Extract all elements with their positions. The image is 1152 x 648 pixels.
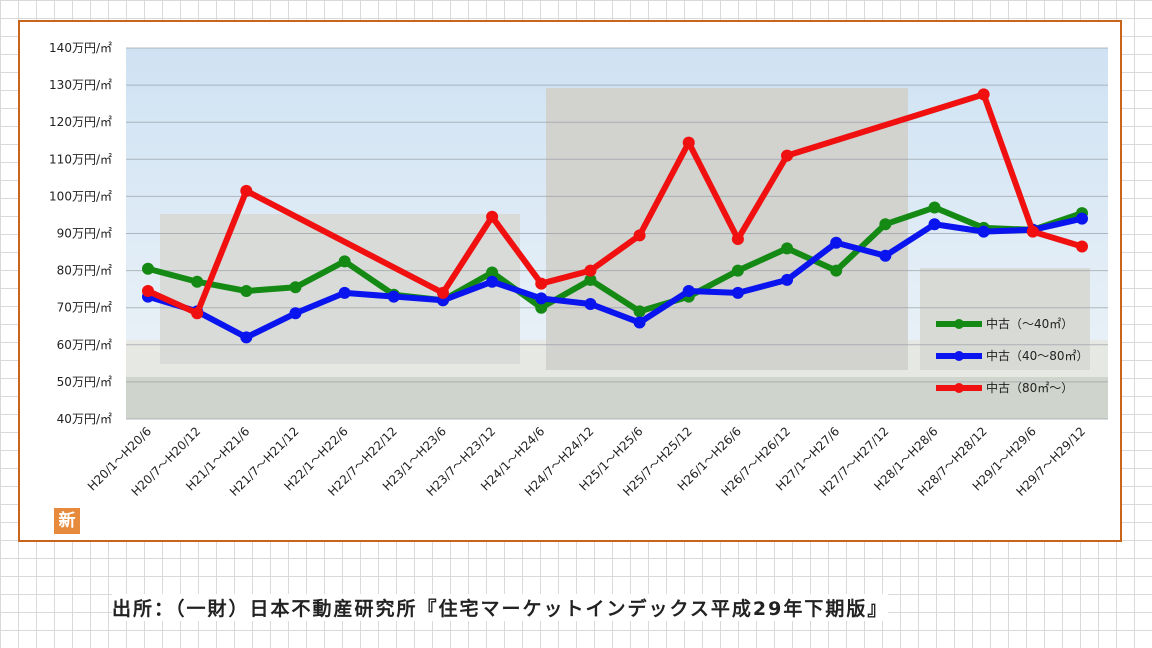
legend-label: 中古（80㎡～）: [986, 380, 1073, 395]
data-point: [731, 286, 744, 299]
data-point: [1026, 225, 1039, 238]
y-tick-label: 130万円/㎡: [49, 78, 112, 92]
data-point: [535, 292, 548, 305]
series-line-1: [147, 204, 1083, 315]
data-point: [830, 236, 843, 249]
data-point: [781, 149, 794, 162]
source-note: 出所：（一財）日本不動産研究所『住宅マーケットインデックス平成29年下期版』: [112, 594, 889, 621]
data-point: [535, 301, 548, 314]
data-point: [682, 285, 695, 298]
data-point: [338, 255, 351, 268]
data-point: [486, 210, 499, 223]
data-point: [633, 229, 646, 242]
y-tick-label: 110万円/㎡: [49, 152, 112, 166]
y-tick-label: 90万円/㎡: [57, 227, 112, 241]
y-tick-label: 140万円/㎡: [49, 41, 112, 55]
shin-badge: 新: [54, 508, 80, 534]
y-tick-label: 70万円/㎡: [57, 301, 112, 315]
data-point: [977, 88, 990, 101]
data-point: [142, 262, 154, 275]
legend-swatch-marker: [954, 383, 964, 393]
data-point: [191, 275, 204, 288]
data-point: [535, 277, 548, 290]
data-point: [584, 297, 597, 310]
y-tick-label: 120万円/㎡: [49, 115, 112, 129]
data-point: [584, 273, 597, 286]
data-point: [928, 201, 941, 214]
legend-label: 中古（40～80㎡）: [986, 348, 1089, 363]
y-tick-label: 40万円/㎡: [57, 412, 112, 426]
y-tick-label: 50万円/㎡: [57, 375, 112, 389]
data-point: [142, 285, 154, 298]
data-point: [731, 233, 744, 246]
y-tick-label: 100万円/㎡: [49, 189, 112, 203]
data-point: [486, 266, 499, 279]
data-point: [633, 316, 646, 329]
line-chart: 140万円/㎡ 130万円/㎡ 120万円/㎡ 110万円/㎡ 100万円/㎡ 90万円/…: [49, 41, 1108, 499]
data-point: [191, 307, 204, 320]
y-tick-label: 80万円/㎡: [57, 264, 112, 278]
data-point: [977, 225, 990, 238]
data-point: [486, 275, 499, 288]
data-point: [289, 307, 302, 320]
data-point: [830, 264, 843, 277]
y-tick-label: 60万円/㎡: [57, 338, 112, 352]
series-line-2: [147, 215, 1083, 341]
legend-label: 中古（～40㎡）: [986, 316, 1073, 331]
data-point: [338, 286, 351, 299]
data-point: [436, 286, 449, 299]
data-point: [781, 242, 794, 255]
data-point: [240, 331, 253, 344]
data-point: [879, 249, 892, 262]
data-point: [584, 264, 597, 277]
legend-swatch-marker: [954, 319, 964, 329]
data-point: [731, 264, 744, 277]
data-point: [387, 290, 400, 303]
data-point: [240, 184, 253, 197]
data-point: [682, 136, 695, 149]
chart-frame: 140万円/㎡ 130万円/㎡ 120万円/㎡ 110万円/㎡ 100万円/㎡ 90万円/…: [18, 20, 1122, 542]
data-point: [633, 305, 646, 318]
data-point: [928, 218, 941, 231]
data-point: [289, 281, 302, 294]
data-point: [1076, 212, 1088, 225]
data-point: [879, 218, 892, 231]
data-point: [1076, 240, 1088, 253]
series-line-3: [146, 91, 1083, 317]
data-point: [781, 273, 794, 286]
data-point: [240, 285, 253, 298]
legend-swatch-marker: [954, 351, 964, 361]
